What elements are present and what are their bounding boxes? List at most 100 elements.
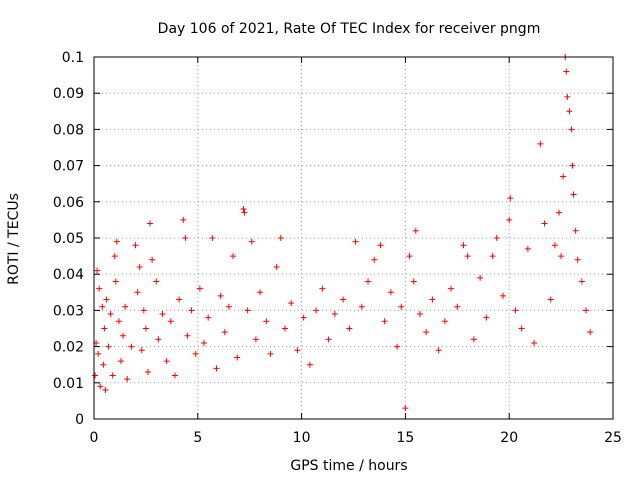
data-point [225, 303, 232, 310]
data-point [217, 292, 224, 299]
axis-ticks: 0 5 10 15 20 25 0 0.01 0.02 0.03 0.04 0.05 0.06 0.07 0… [53, 50, 622, 446]
data-point [120, 332, 127, 339]
data-point [429, 296, 436, 303]
data-point [406, 253, 413, 260]
data-point [398, 303, 405, 310]
data-point [556, 209, 563, 216]
data-point [564, 93, 571, 100]
data-point [281, 325, 288, 332]
data-point [537, 140, 544, 147]
data-point [109, 372, 116, 379]
data-point [97, 383, 104, 390]
data-point [587, 329, 594, 336]
data-point [221, 329, 228, 336]
x-tick-label: 25 [604, 430, 622, 446]
data-point [273, 263, 280, 270]
data-point [167, 318, 174, 325]
data-point [313, 307, 320, 314]
data-point [499, 292, 506, 299]
y-tick-label: 0.04 [53, 267, 84, 283]
data-point [117, 358, 124, 365]
data-point [319, 285, 326, 292]
data-point [583, 307, 590, 314]
y-tick-label: 0.08 [53, 122, 84, 138]
y-tick-label: 0.09 [53, 86, 84, 102]
data-point [460, 242, 467, 249]
data-point [192, 350, 199, 357]
data-point [241, 209, 248, 216]
data-point [306, 361, 313, 368]
data-point [92, 372, 99, 379]
x-tick-label: 5 [193, 430, 202, 446]
data-point [180, 216, 187, 223]
data-point [547, 296, 554, 303]
data-point [402, 405, 409, 412]
data-point [205, 314, 212, 321]
data-point [107, 311, 114, 318]
x-tick-label: 20 [500, 430, 518, 446]
y-tick-label: 0.07 [53, 159, 84, 175]
data-point [331, 311, 338, 318]
data-point [240, 206, 247, 213]
data-point [230, 253, 237, 260]
data-point [365, 278, 372, 285]
data-point [381, 318, 388, 325]
data-point [507, 195, 514, 202]
data-point [410, 278, 417, 285]
data-point [105, 343, 112, 350]
x-axis-label: GPS time / hours [290, 458, 407, 474]
chart-title: Day 106 of 2021, Rate Of TEC Index for r… [158, 21, 541, 37]
data-point [112, 278, 119, 285]
data-point [387, 289, 394, 296]
data-point [518, 325, 525, 332]
data-point [325, 336, 332, 343]
y-tick-label: 0.01 [53, 376, 84, 392]
data-point [252, 336, 259, 343]
data-point [493, 235, 500, 241]
data-point [441, 318, 448, 325]
data-point [244, 307, 251, 314]
data-point [101, 325, 108, 332]
data-point [277, 235, 284, 241]
x-tick-label: 10 [293, 430, 311, 446]
y-tick-label: 0.03 [53, 303, 84, 319]
data-point [155, 336, 162, 343]
data-point [128, 343, 135, 350]
data-point [103, 296, 110, 303]
data-point [448, 285, 455, 292]
data-point [294, 347, 301, 354]
data-point [115, 318, 122, 325]
data-point [257, 289, 264, 296]
data-point [209, 235, 216, 241]
grid [94, 57, 613, 419]
y-tick-label: 0 [75, 412, 84, 428]
data-point [188, 307, 195, 314]
data-point [524, 245, 531, 252]
data-point [111, 253, 118, 260]
data-point [288, 300, 295, 307]
data-point [416, 311, 423, 318]
data-point [558, 253, 565, 260]
data-series-roti [92, 54, 594, 412]
data-point [572, 227, 579, 234]
data-point [100, 361, 107, 368]
x-tick-label: 15 [396, 430, 414, 446]
data-point [201, 339, 208, 346]
data-point [95, 350, 102, 357]
y-axis-label: ROTI / TECUs [6, 193, 22, 285]
data-point [300, 314, 307, 321]
data-point [568, 126, 575, 133]
data-point [454, 303, 461, 310]
data-point [113, 238, 120, 245]
data-point [124, 376, 131, 383]
data-point [541, 220, 548, 227]
data-point [570, 191, 577, 198]
data-point [136, 263, 143, 270]
y-tick-label: 0.02 [53, 340, 84, 356]
data-point [147, 220, 154, 227]
plot-frame [93, 56, 614, 420]
data-point [213, 365, 220, 372]
data-point [346, 325, 353, 332]
data-point [144, 368, 151, 375]
